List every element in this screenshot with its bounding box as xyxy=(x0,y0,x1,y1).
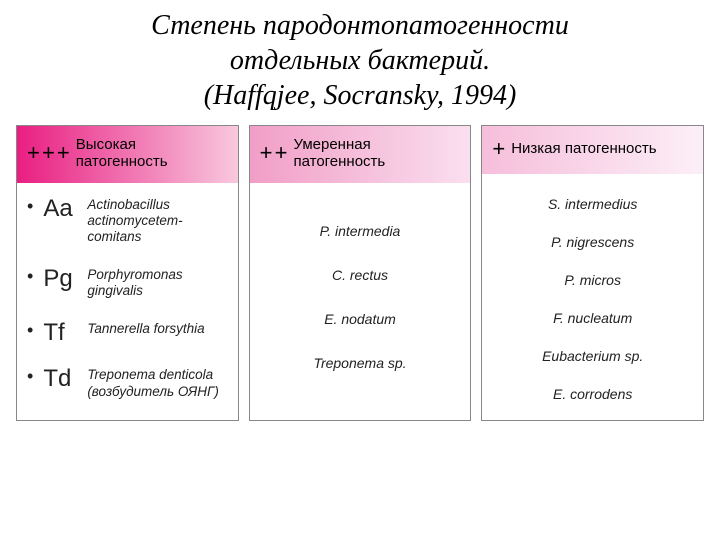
organism-name: Eubacterium sp. xyxy=(492,348,693,364)
list-item: • Aa Actinobacillus actinomycetem-comita… xyxy=(27,197,228,246)
organism-name: P. micros xyxy=(492,272,693,288)
bullet-icon: • xyxy=(27,367,33,385)
organism-name: F. nucleatum xyxy=(492,310,693,326)
list-item: • Td Treponema denticola (возбудитель ОЯ… xyxy=(27,367,228,399)
column-high: + + + Высокая патогенность • Aa Actinoba… xyxy=(16,125,239,421)
moderate-symbol: + + xyxy=(260,140,286,166)
column-moderate: + + Умеренная патогенность P. intermedia… xyxy=(249,125,472,421)
column-low-body: S. intermedius P. nigrescens P. micros F… xyxy=(482,174,703,420)
columns-container: + + + Высокая патогенность • Aa Actinoba… xyxy=(12,125,708,421)
moderate-label: Умеренная патогенность xyxy=(293,136,460,171)
organism-name: P. nigrescens xyxy=(492,234,693,250)
abbr: Aa xyxy=(43,197,77,221)
organism-name: E. nodatum xyxy=(260,311,461,327)
bullet-icon: • xyxy=(27,197,33,215)
high-symbol: + + + xyxy=(27,140,68,166)
abbr: Tf xyxy=(43,321,77,345)
organism-name: Actinobacillus actinomycetem-comitans xyxy=(87,197,227,246)
organism-name: Porphyromonas gingivalis xyxy=(87,267,227,299)
page-title: Степень пародонтопатогенности отдельных … xyxy=(12,8,708,113)
organism-name: Tannerella forsythia xyxy=(87,321,204,337)
abbr: Td xyxy=(43,367,77,391)
column-high-header: + + + Высокая патогенность xyxy=(17,126,238,183)
organism-name: Treponema denticola (возбудитель ОЯНГ) xyxy=(87,367,227,399)
bullet-icon: • xyxy=(27,267,33,285)
title-line-3: (Haffqjee, Socransky, 1994) xyxy=(12,78,708,113)
list-item: • Pg Porphyromonas gingivalis xyxy=(27,267,228,299)
column-low-header: + Низкая патогенность xyxy=(482,126,703,174)
column-moderate-body: P. intermedia C. rectus E. nodatum Trepo… xyxy=(250,183,471,389)
column-high-body: • Aa Actinobacillus actinomycetem-comita… xyxy=(17,183,238,418)
high-label: Высокая патогенность xyxy=(76,136,228,171)
column-low: + Низкая патогенность S. intermedius P. … xyxy=(481,125,704,421)
bullet-icon: • xyxy=(27,321,33,339)
organism-name: Treponema sp. xyxy=(260,355,461,371)
title-line-2: отдельных бактерий. xyxy=(12,43,708,78)
low-symbol: + xyxy=(492,136,503,162)
title-line-1: Степень пародонтопатогенности xyxy=(12,8,708,43)
abbr: Pg xyxy=(43,267,77,291)
list-item: • Tf Tannerella forsythia xyxy=(27,321,228,345)
organism-name: S. intermedius xyxy=(492,196,693,212)
low-label: Низкая патогенность xyxy=(511,140,656,157)
organism-name: E. corrodens xyxy=(492,386,693,402)
organism-name: C. rectus xyxy=(260,267,461,283)
column-moderate-header: + + Умеренная патогенность xyxy=(250,126,471,183)
organism-name: P. intermedia xyxy=(260,223,461,239)
